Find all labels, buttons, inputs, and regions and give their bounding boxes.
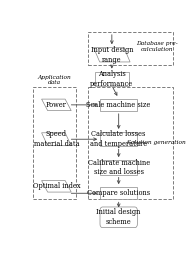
Text: Solution generation: Solution generation — [127, 140, 186, 145]
Text: Compare solutions: Compare solutions — [87, 189, 150, 197]
Text: Optimal index: Optimal index — [33, 182, 80, 190]
Bar — [100, 160, 137, 175]
Bar — [100, 187, 137, 199]
Polygon shape — [42, 133, 71, 146]
Bar — [88, 32, 173, 65]
Text: Scale machine size: Scale machine size — [86, 101, 151, 109]
Polygon shape — [42, 99, 71, 111]
Text: Initial design
scheme: Initial design scheme — [96, 208, 141, 226]
Bar — [100, 132, 137, 146]
Text: Power: Power — [46, 101, 67, 109]
Bar — [33, 87, 76, 199]
Text: Input design
range: Input design range — [91, 46, 133, 64]
Text: Calculate losses
and temperature: Calculate losses and temperature — [90, 130, 147, 148]
Polygon shape — [42, 181, 71, 192]
FancyBboxPatch shape — [100, 207, 137, 228]
Bar — [95, 72, 129, 86]
Text: Calibrate machine
size and losses: Calibrate machine size and losses — [88, 158, 150, 176]
Text: Speed
material data: Speed material data — [34, 130, 79, 148]
Polygon shape — [94, 48, 130, 62]
Text: Database pre-
calculation: Database pre- calculation — [136, 42, 178, 52]
Bar — [100, 99, 137, 111]
Bar — [88, 87, 173, 199]
Text: Application
data: Application data — [38, 75, 71, 85]
Text: Analysis
performance: Analysis performance — [90, 70, 133, 87]
